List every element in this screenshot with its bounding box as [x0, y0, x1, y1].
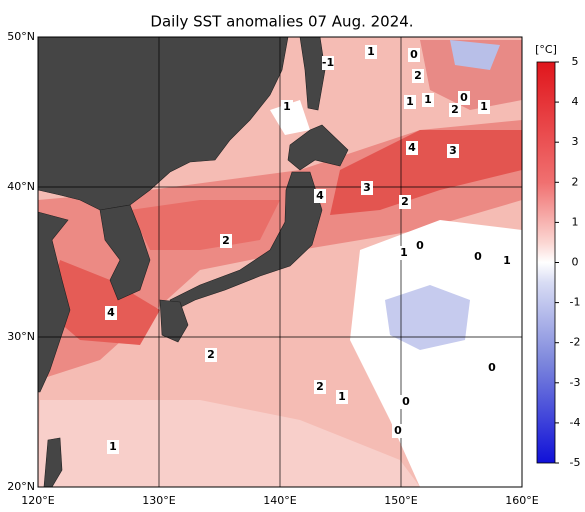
- lon-tick-label: 160°E: [505, 494, 538, 507]
- lat-tick-label: 30°N: [7, 330, 35, 343]
- contour-label-box: [408, 48, 420, 62]
- contour-label: 4: [316, 189, 324, 202]
- contour-label-box: [220, 234, 232, 248]
- contour-label-box: [486, 361, 498, 375]
- contour-label: 0: [488, 361, 496, 374]
- colorbar-tick-label: -2: [570, 336, 581, 349]
- contour-label-box: [412, 69, 424, 83]
- lon-tick-label: 130°E: [142, 494, 175, 507]
- contour-label: 4: [408, 141, 416, 154]
- lon-tick-label: 150°E: [384, 494, 417, 507]
- contour-label-box: [501, 254, 513, 268]
- colorbar-tick-label: -3: [570, 376, 581, 389]
- contour-label: 1: [367, 45, 375, 58]
- contour-label-box: [414, 239, 426, 253]
- lat-tick-label: 20°N: [7, 480, 35, 493]
- colorbar-tick-label: -4: [570, 416, 581, 429]
- land: [38, 37, 349, 487]
- map-title: Daily SST anomalies 07 Aug. 2024.: [150, 13, 413, 31]
- contour-label: 1: [338, 390, 346, 403]
- contour-label: 3: [449, 144, 457, 157]
- colorbar-tick-label: 4: [572, 95, 579, 108]
- colorbar-tick-label: 1: [572, 215, 579, 228]
- contour-label-box: [314, 380, 326, 394]
- contour-label: 0: [474, 250, 482, 263]
- contour-label-box: [392, 424, 404, 438]
- lon-tick-label: 140°E: [263, 494, 296, 507]
- lat-tick-label: 40°N: [7, 180, 35, 193]
- contour-label-box: [404, 95, 416, 109]
- lon-tick-label: 120°E: [21, 494, 54, 507]
- colorbar-tick-label: 2: [572, 175, 579, 188]
- contour-label: 1: [109, 440, 117, 453]
- lat-tick-label: 50°N: [7, 30, 35, 43]
- contour-label-box: [314, 189, 326, 203]
- contour-label-box: [398, 246, 410, 260]
- contour-label: 0: [460, 91, 468, 104]
- contour-label: 1: [480, 100, 488, 113]
- contour-label-box: [458, 91, 470, 105]
- contour-label-box: [447, 144, 459, 158]
- contour-label: 3: [363, 181, 371, 194]
- contour-label-box: [322, 56, 334, 70]
- contour-label-box: [107, 440, 119, 454]
- colorbar-unit: [°C]: [535, 43, 557, 56]
- contour-label: 2: [401, 195, 409, 208]
- colorbar-tick-label: 5: [572, 55, 579, 68]
- contour-label: 2: [451, 103, 459, 116]
- contour-label-box: [406, 141, 418, 155]
- contour-label: 0: [416, 239, 424, 252]
- contour-label-box: [472, 250, 484, 264]
- contour-label-box: [336, 390, 348, 404]
- colorbar-tick-label: 0: [572, 256, 579, 269]
- contour-label: 0: [394, 424, 402, 437]
- contour-label: 0: [410, 48, 418, 61]
- contour-label: 2: [316, 380, 324, 393]
- contour-label-box: [449, 103, 461, 117]
- contour-label: -1: [322, 56, 334, 69]
- contour-label-box: [399, 195, 411, 209]
- colorbar-tick-label: 3: [572, 135, 579, 148]
- contour-label: 2: [222, 234, 230, 247]
- contour-label-box: [361, 181, 373, 195]
- contour-label: 1: [400, 246, 408, 259]
- contour-label-box: [105, 306, 117, 320]
- colorbar-tick-label: -1: [570, 296, 581, 309]
- contour-label-box: [478, 100, 490, 114]
- contour-label: 0: [402, 395, 410, 408]
- contour-label: 1: [503, 254, 511, 267]
- contour-label: 4: [107, 306, 115, 319]
- contour-label: 1: [406, 95, 414, 108]
- contour-label-box: [281, 100, 293, 114]
- contour-label: 1: [283, 100, 291, 113]
- contour-label: 1: [424, 93, 432, 106]
- contour-label-box: [365, 45, 377, 59]
- colorbar: [536, 61, 556, 464]
- contour-label: 2: [414, 69, 422, 82]
- contour-label-box: [400, 395, 412, 409]
- colorbar-tick-label: -5: [570, 456, 581, 469]
- contour-label-box: [422, 93, 434, 107]
- contour-label: 2: [207, 348, 215, 361]
- contour-label-box: [205, 348, 217, 362]
